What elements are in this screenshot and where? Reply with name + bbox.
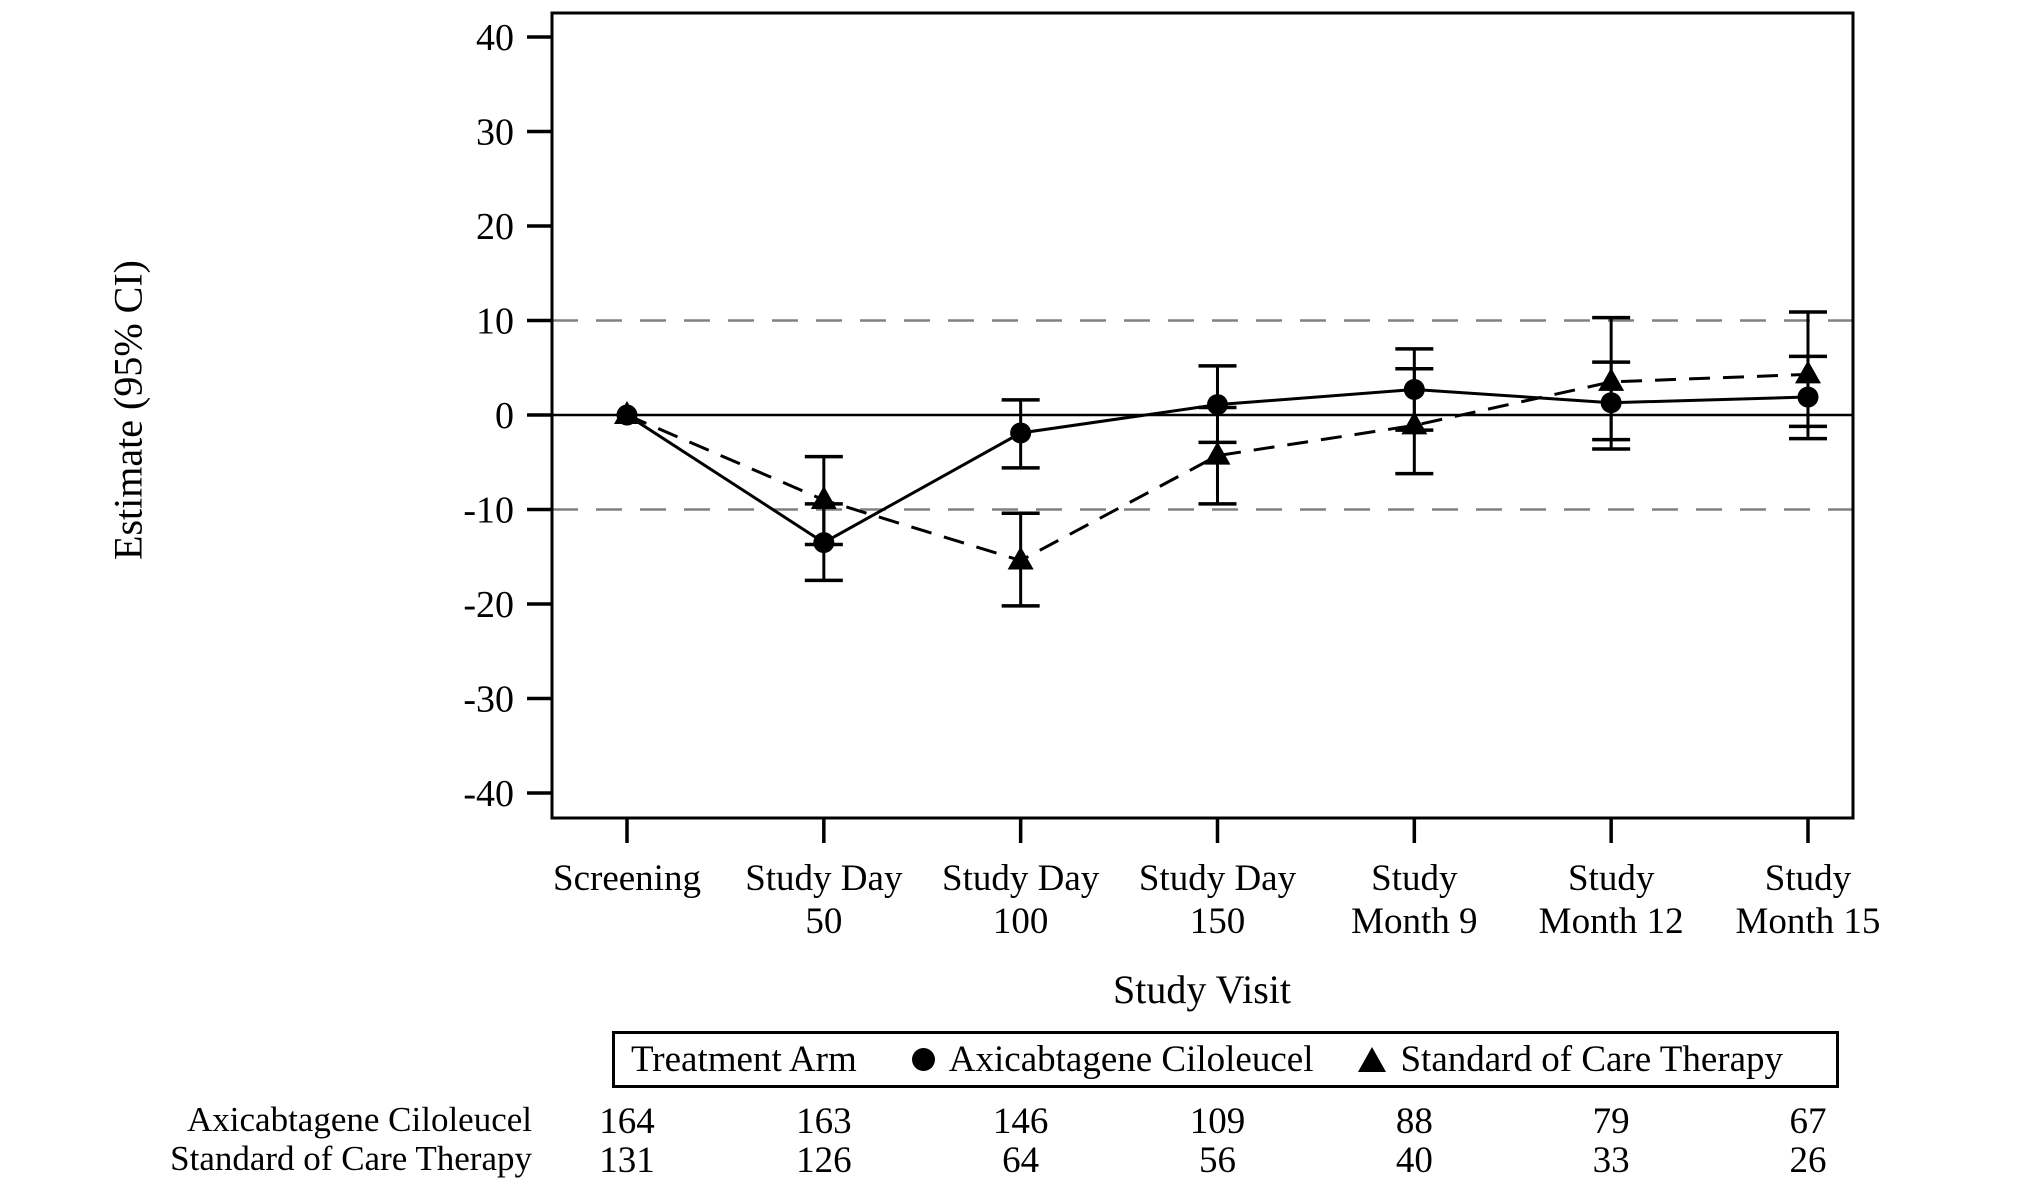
risk-count: 126 — [796, 1140, 852, 1181]
x-tick-label: 150 — [1190, 901, 1246, 942]
risk-count: 146 — [992, 1101, 1049, 1142]
circle-marker — [1403, 378, 1425, 400]
error-bars-standard-of-care-therapy — [804, 310, 1827, 608]
y-axis-title: Estimate (95% CI) — [105, 260, 151, 560]
legend-label-axicabtagene-ciloleucel: Axicabtagene Ciloleucel — [948, 1039, 1314, 1080]
risk-count: 67 — [1789, 1101, 1827, 1142]
legend-title: Treatment Arm — [631, 1039, 857, 1080]
legend-label-standard-of-care-therapy: Standard of Care Therapy — [1400, 1039, 1784, 1080]
circle-marker — [1206, 394, 1228, 416]
error-bars-axicabtagene-ciloleucel — [804, 347, 1827, 583]
circle-marker-icon — [911, 1048, 935, 1071]
risk-count: 163 — [796, 1101, 852, 1142]
legend-box: Treatment Arm Axicabtagene Ciloleucel St… — [612, 1031, 1839, 1088]
circle-marker — [813, 532, 835, 554]
risk-count: 56 — [1198, 1140, 1236, 1181]
x-tick-label: Study Day — [745, 858, 903, 899]
x-axis-title: Study Visit — [1112, 967, 1292, 1012]
y-tick-label: -20 — [463, 584, 514, 626]
y-tick-label: -30 — [463, 679, 514, 721]
x-tick-label: 100 — [993, 901, 1049, 942]
triangle-marker — [810, 486, 837, 510]
plot-border — [550, 11, 1855, 820]
risk-count: 40 — [1395, 1140, 1433, 1181]
circle-marker — [1010, 422, 1032, 444]
y-tick-label: 0 — [495, 395, 514, 437]
circle-marker — [1797, 386, 1819, 408]
triangle-marker-icon — [1358, 1047, 1387, 1072]
risk-count: 33 — [1592, 1140, 1630, 1181]
risk-count: 131 — [599, 1140, 655, 1181]
y-tick-label: 10 — [476, 301, 514, 343]
x-tick-label: 50 — [805, 901, 842, 942]
x-tick-label: Month 12 — [1539, 901, 1684, 942]
x-tick-label: Month 9 — [1351, 901, 1477, 942]
y-tick-label: -10 — [463, 490, 514, 532]
at-risk-row-label-standard-of-care: Standard of Care Therapy — [170, 1139, 532, 1178]
x-tick-label: Month 15 — [1736, 901, 1881, 942]
reference-lines — [552, 319, 1853, 511]
y-tick-label: 20 — [476, 206, 514, 248]
risk-count: 64 — [1002, 1140, 1040, 1181]
x-tick-label: Study Day — [1139, 858, 1297, 899]
risk-count: 164 — [599, 1101, 655, 1142]
risk-count: 88 — [1395, 1101, 1433, 1142]
risk-count: 79 — [1592, 1101, 1630, 1142]
x-tick-label: Study — [1568, 858, 1655, 899]
y-tick-label: 30 — [476, 112, 514, 154]
triangle-marker — [1007, 546, 1034, 570]
risk-count: 26 — [1789, 1140, 1827, 1181]
triangle-marker — [1598, 367, 1625, 391]
x-tick-label: Screening — [553, 858, 701, 899]
series-markers-axicabtagene-ciloleucel — [616, 378, 1819, 554]
y-axis: 40 30 20 10 0 -10 -20 -30 -40 — [463, 17, 552, 815]
triangle-marker — [1401, 411, 1428, 435]
circle-marker — [616, 404, 638, 426]
y-tick-label: -40 — [463, 773, 514, 815]
x-tick-label: Study — [1765, 858, 1852, 899]
y-tick-label: 40 — [476, 17, 514, 59]
x-tick-label: Study Day — [942, 858, 1100, 899]
x-tick-label: Study — [1371, 858, 1458, 899]
at-risk-row-label-axicabtagene: Axicabtagene Ciloleucel — [187, 1100, 532, 1139]
risk-count: 109 — [1189, 1101, 1246, 1142]
triangle-marker — [1794, 360, 1821, 384]
triangle-marker — [1204, 441, 1231, 465]
circle-marker — [1600, 392, 1622, 414]
